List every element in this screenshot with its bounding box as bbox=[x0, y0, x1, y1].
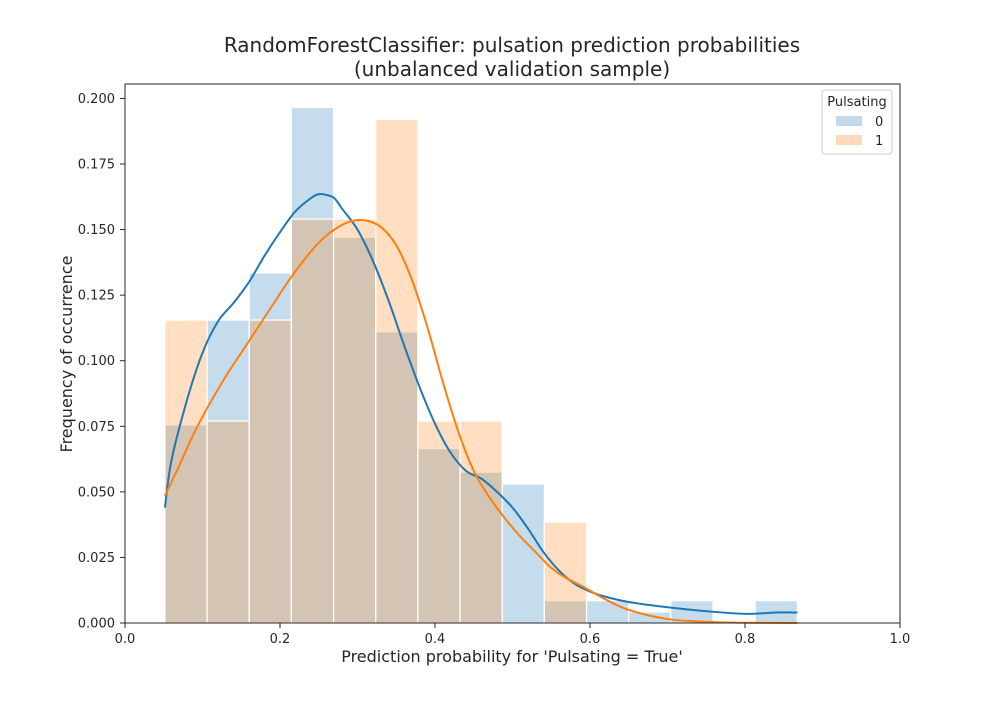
x-tick-label: 0.0 bbox=[115, 632, 136, 647]
y-tick-label: 0.000 bbox=[78, 617, 115, 632]
y-tick-label: 0.200 bbox=[78, 92, 115, 107]
y-tick-label: 0.175 bbox=[78, 157, 115, 172]
y-tick-label: 0.075 bbox=[78, 420, 115, 435]
x-tick-label: 0.6 bbox=[580, 632, 601, 647]
y-tick-label: 0.125 bbox=[78, 289, 115, 304]
legend-swatch-1 bbox=[836, 135, 862, 145]
legend: Pulsating 0 1 bbox=[821, 89, 893, 155]
legend-title: Pulsating bbox=[827, 95, 886, 110]
y-tick-label: 0.050 bbox=[78, 485, 115, 500]
histogram-bars bbox=[164, 107, 798, 624]
x-tick-label: 0.8 bbox=[735, 632, 756, 647]
y-ticks: 0.000 0.025 0.050 0.075 0.100 0.125 0.150 0.175… bbox=[78, 92, 125, 632]
legend-swatch-0 bbox=[836, 116, 862, 126]
bar-series-1-bin-0 bbox=[164, 319, 208, 624]
kde-line-series-1 bbox=[164, 219, 798, 624]
legend-label-1: 1 bbox=[875, 134, 883, 149]
y-axis-label: Frequency of occurrence bbox=[57, 256, 76, 453]
bar-series-0-bin-10 bbox=[585, 600, 630, 624]
x-tick-label: 1.0 bbox=[890, 632, 911, 647]
x-tick-label: 0.4 bbox=[425, 632, 446, 647]
bar-series-1-bin-2 bbox=[248, 319, 292, 624]
kde-curves bbox=[163, 192, 798, 624]
bar-series-1-bin-1 bbox=[206, 420, 250, 624]
bar-series-1-bin-4 bbox=[332, 218, 377, 624]
chart-subtitle: (unbalanced validation sample) bbox=[354, 57, 670, 81]
bar-series-0-bin-1 bbox=[206, 319, 250, 624]
legend-label-0: 0 bbox=[875, 115, 883, 130]
bar-series-1-bin-6 bbox=[417, 420, 461, 624]
bar-series-1-bin-9 bbox=[543, 521, 588, 624]
y-tick-label: 0.150 bbox=[78, 223, 115, 238]
bar-series-0-bin-11 bbox=[628, 611, 672, 624]
bar-series-1-bin-5 bbox=[375, 118, 419, 624]
bar-series-1-bin-3 bbox=[290, 218, 335, 624]
bar-series-0-bin-3 bbox=[290, 107, 335, 624]
chart-title: RandomForestClassifier: pulsation predic… bbox=[224, 33, 800, 57]
plot-frame bbox=[124, 83, 901, 624]
x-tick-label: 0.2 bbox=[270, 632, 291, 647]
y-tick-label: 0.025 bbox=[78, 551, 115, 566]
kde-line-series-0 bbox=[163, 192, 798, 615]
y-tick-label: 0.100 bbox=[78, 354, 115, 369]
x-axis-label: Prediction probability for 'Pulsating = … bbox=[341, 647, 683, 666]
x-ticks: 0.0 0.2 0.4 0.6 0.8 1.0 bbox=[115, 623, 911, 647]
